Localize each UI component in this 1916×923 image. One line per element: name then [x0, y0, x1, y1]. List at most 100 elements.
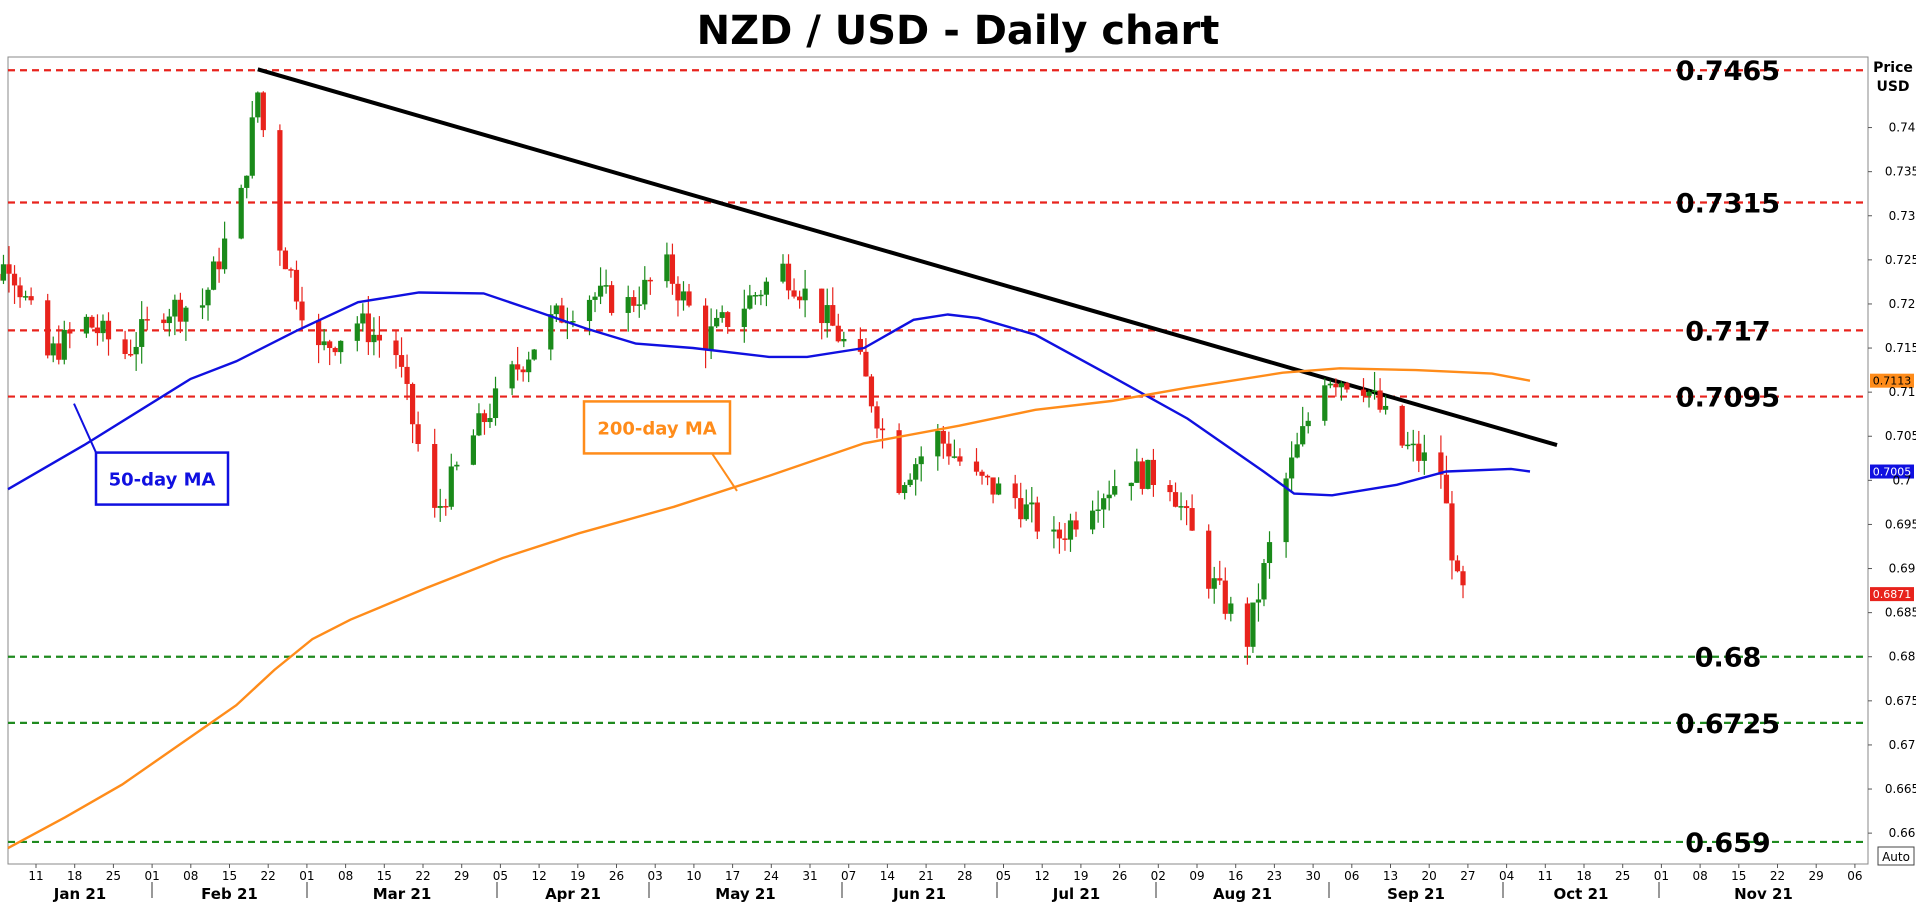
candle-body [1128, 482, 1134, 487]
candle-body [1073, 520, 1079, 530]
candle-body [1449, 503, 1455, 561]
candle-body [515, 364, 521, 370]
month-label: May 21 [715, 885, 775, 903]
candle-body [1405, 444, 1411, 447]
x-tick-label: 25 [106, 869, 121, 883]
candle-body [365, 313, 371, 343]
candle-body [946, 443, 952, 457]
x-tick-label: 22 [261, 869, 276, 883]
candle-body [89, 316, 95, 328]
candle-body [393, 340, 399, 356]
candle-body [1217, 578, 1223, 581]
x-tick-label: 21 [918, 869, 933, 883]
ma50-label-text: 50-day MA [109, 470, 216, 491]
candle-body [714, 317, 720, 327]
candle-body [282, 250, 289, 270]
candle-body [879, 428, 886, 431]
candle-body [625, 297, 631, 313]
candle-body [791, 290, 797, 297]
candle-body [376, 334, 383, 341]
candle-body [1150, 459, 1157, 486]
candle-body [1029, 502, 1035, 505]
candle-body [1134, 461, 1140, 483]
x-tick-label: 29 [454, 869, 469, 883]
candle-body [664, 254, 670, 282]
candle-body [398, 355, 405, 367]
x-tick-label: 19 [570, 869, 585, 883]
candle-body [443, 506, 449, 508]
candle-body [177, 299, 183, 322]
candle-body [1183, 506, 1190, 509]
x-tick-label: 28 [957, 869, 972, 883]
ma-value-tag-0 [1870, 464, 1914, 479]
candle-body [299, 301, 305, 321]
candle-body [631, 297, 637, 306]
y-tick-label: 0.69 [1889, 562, 1916, 576]
candle-body [360, 313, 366, 324]
candle-body [1294, 444, 1300, 458]
candle-body [1305, 420, 1311, 427]
x-tick-label: 23 [1267, 869, 1282, 883]
x-tick-label: 09 [1189, 869, 1204, 883]
level-label-6: 0.659 [1685, 828, 1770, 859]
candle-body [586, 299, 593, 322]
candle-body [1139, 461, 1145, 489]
x-tick-label: 22 [415, 869, 430, 883]
candle-body [1244, 603, 1250, 647]
candle-body [1023, 504, 1029, 520]
candle-body [0, 264, 7, 281]
candle-body [327, 341, 333, 348]
candle-body [531, 349, 537, 360]
candle-body [415, 424, 421, 444]
x-tick-label: 10 [686, 869, 701, 883]
candle-body [747, 295, 753, 309]
candle-body [293, 269, 300, 302]
x-tick-label: 16 [1228, 869, 1243, 883]
chart-title: NZD / USD - Daily chart [697, 8, 1220, 54]
candle-body [1051, 529, 1057, 532]
x-tick-label: 01 [299, 869, 314, 883]
auto-scale-button[interactable] [1877, 846, 1915, 866]
candle-body [222, 238, 228, 270]
candle-body [321, 341, 327, 346]
candle-body [874, 406, 880, 429]
candle-body [1443, 474, 1450, 504]
candle-body [1189, 508, 1195, 531]
ma-line-1 [7, 367, 1531, 850]
candle-body [1333, 383, 1339, 388]
candle-body [819, 288, 825, 324]
last-price-text: 0.6871 [1873, 588, 1912, 601]
candle-body [1377, 390, 1383, 410]
auto-scale-label[interactable]: Auto [1882, 850, 1910, 864]
candle-body [868, 376, 875, 407]
x-tick-label: 07 [841, 869, 856, 883]
x-tick-label: 08 [338, 869, 353, 883]
ma200-label-text: 200-day MA [597, 418, 716, 439]
candle-body [1266, 542, 1273, 564]
x-tick-label: 12 [1035, 869, 1050, 883]
y-tick-label: 0.705 [1885, 429, 1916, 443]
x-axis: 11 18 25 01 08 15 22 01 08 15 22 29 05 12 19 26 03 10 17 24… [8, 863, 1868, 903]
y-tick-label: 0.715 [1885, 341, 1916, 355]
candle-body [404, 366, 410, 384]
ma-line-0 [7, 291, 1531, 497]
month-label: Feb 21 [201, 885, 258, 903]
x-tick-label: 18 [67, 869, 82, 883]
candle-body [11, 273, 18, 286]
candle-body [288, 269, 294, 271]
x-tick-label: 14 [880, 869, 895, 883]
candle-body [183, 307, 189, 322]
candle-body [1101, 498, 1107, 510]
candle-body [255, 92, 261, 118]
y-tick-label: 0.74 [1889, 121, 1916, 135]
candle-body [1344, 383, 1350, 390]
candle-body [144, 319, 150, 321]
y-axis: Price USD 0.66 0.665 0.67 0.675 0.68 0.685 0.69 0… [1868, 60, 1916, 866]
candle-body [835, 325, 841, 342]
candle-body [896, 430, 902, 494]
y-tick-label: 0.71 [1889, 385, 1916, 399]
x-tick-label: 15 [377, 869, 392, 883]
candle-body [199, 305, 206, 308]
candle-body [1112, 486, 1118, 495]
candle-body [67, 329, 73, 334]
